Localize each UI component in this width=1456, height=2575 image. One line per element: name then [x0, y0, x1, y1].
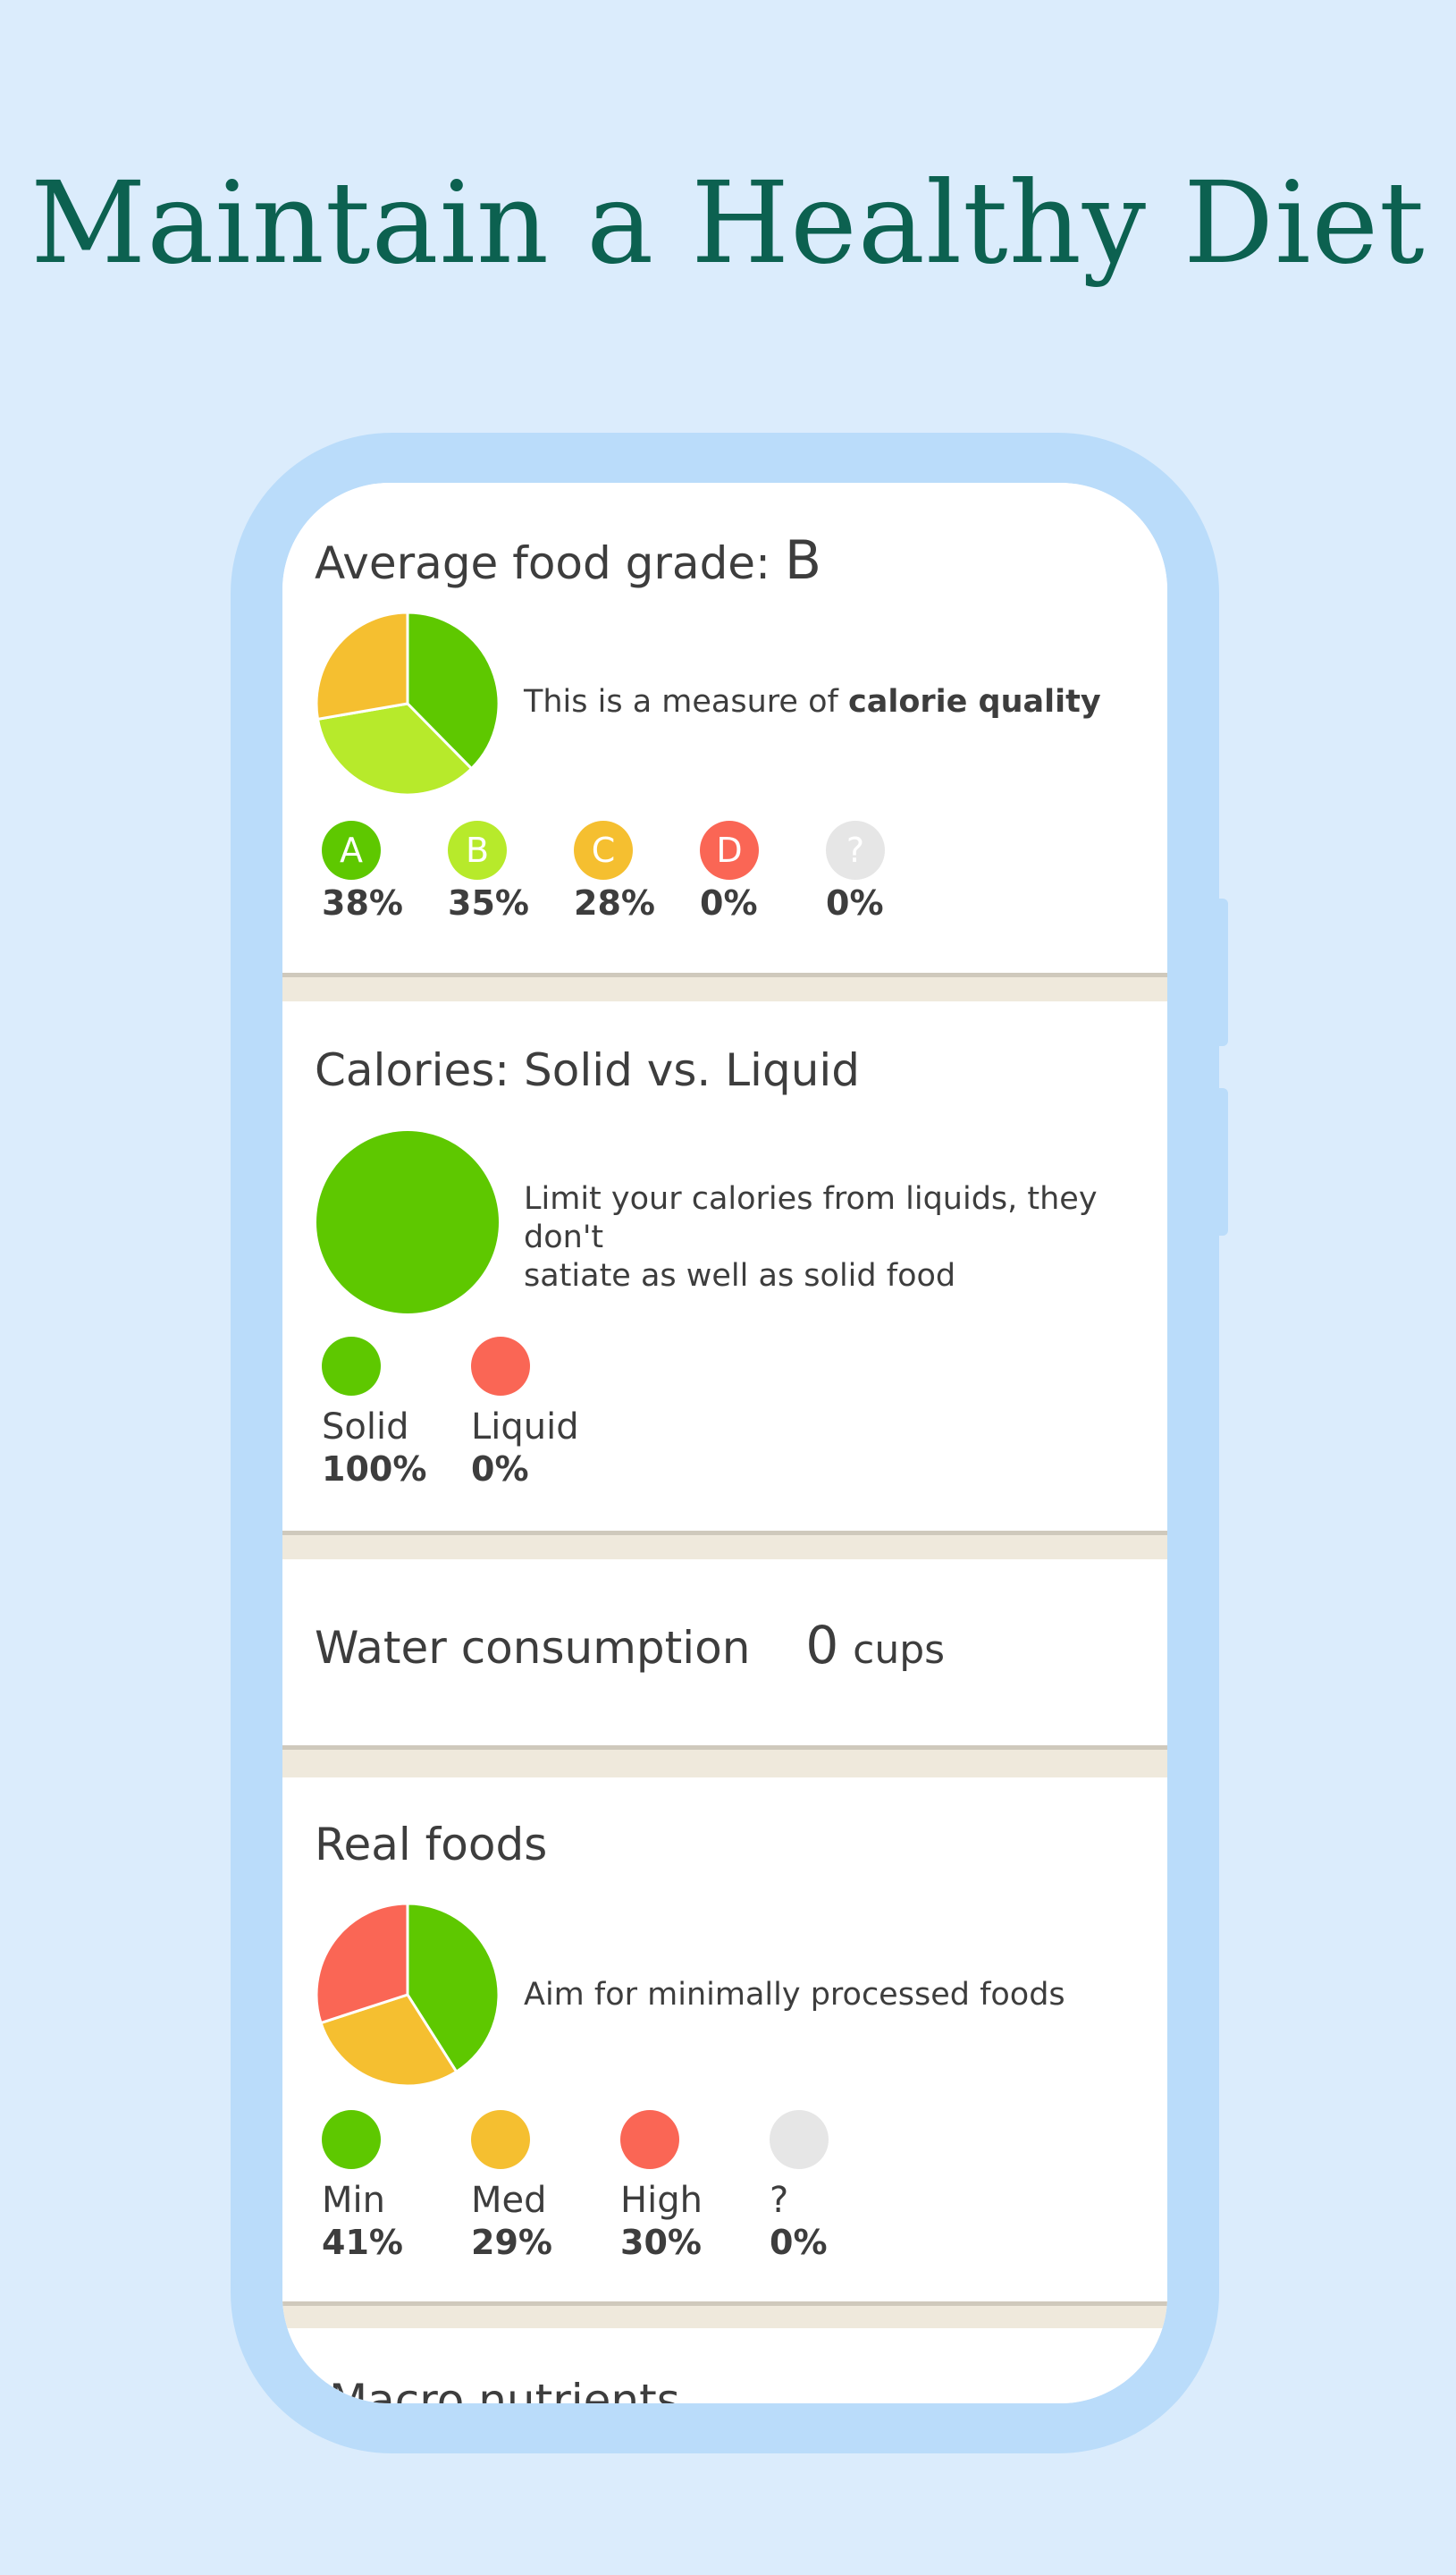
grade-a-percent: 38% — [322, 883, 403, 923]
pie-slice-b — [316, 702, 474, 797]
phone-side-button-top — [1208, 899, 1228, 1046]
grade-c-dot: C — [574, 821, 633, 880]
liquid-percent: 0% — [471, 1449, 529, 1489]
food-grade-title: Average food grade: B — [315, 529, 821, 592]
solid-dot — [322, 1337, 381, 1396]
grade-legend-a: A 38% — [315, 821, 440, 923]
macro-title: Macro nutrients — [329, 2375, 680, 2403]
solid-liquid-card[interactable]: Calories: Solid vs. Liquid Limit your ca… — [282, 1001, 1167, 1531]
card-separator — [282, 1745, 1167, 1777]
min-processed-legend: Min 41% — [315, 2110, 440, 2262]
water-card[interactable]: Water consumption 0 cups — [282, 1559, 1167, 1745]
grade-legend-c: C 28% — [567, 821, 692, 923]
min-processed-label: Min — [322, 2180, 385, 2221]
grade-d-percent: 0% — [700, 883, 758, 923]
grade-c-percent: 28% — [574, 883, 655, 923]
solid-liquid-pie-chart — [316, 1131, 499, 1313]
phone-screen[interactable]: Average food grade: B This is a measure … — [282, 483, 1167, 2403]
real-foods-description: Aim for minimally processed foods — [524, 1977, 1065, 2013]
grade-legend-unknown: ? 0% — [819, 821, 944, 923]
real-foods-card[interactable]: Real foods Aim for minimally processed f… — [282, 1777, 1167, 2301]
liquid-label: Liquid — [471, 1406, 579, 1448]
real-foods-pie-chart — [315, 1902, 501, 2088]
pie-slice-med — [319, 1993, 459, 2088]
solid-liquid-description-line2: satiate as well as solid food — [524, 1258, 956, 1294]
pie-slice-a — [406, 611, 501, 771]
water-value: 0 — [805, 1615, 839, 1676]
headline: Maintain a Healthy Diet — [30, 157, 1426, 289]
high-processed-percent: 30% — [620, 2223, 702, 2262]
food-grade-card[interactable]: Average food grade: B This is a measure … — [282, 483, 1167, 973]
liquid-dot — [471, 1337, 530, 1396]
water-label: Water consumption — [315, 1622, 751, 1674]
card-separator — [282, 973, 1167, 1001]
food-grade-pie-chart — [315, 611, 501, 797]
solid-liquid-description: Limit your calories from liquids, they d… — [524, 1180, 1140, 1296]
grade-unknown-percent: 0% — [826, 883, 884, 923]
water-title: Water consumption 0 cups — [315, 1615, 945, 1676]
food-grade-description-bold: calorie quality — [847, 684, 1101, 720]
high-processed-legend: High 30% — [613, 2110, 738, 2262]
med-processed-label: Med — [471, 2180, 547, 2221]
unknown-processed-legend: ? 0% — [762, 2110, 888, 2262]
min-processed-dot — [322, 2110, 381, 2169]
unknown-processed-dot — [770, 2110, 829, 2169]
grade-d-dot: D — [700, 821, 759, 880]
macro-card[interactable]: Macro nutrients — [282, 2328, 1167, 2403]
liquid-legend: Liquid 0% — [464, 1337, 589, 1489]
food-grade-description-prefix: This is a measure of — [524, 684, 838, 720]
food-grade-value: B — [784, 529, 821, 592]
grade-b-dot: B — [448, 821, 507, 880]
pie-slice-c — [315, 611, 409, 721]
med-processed-percent: 29% — [471, 2223, 552, 2262]
card-separator — [282, 2301, 1167, 2328]
med-processed-dot — [471, 2110, 530, 2169]
high-processed-dot — [620, 2110, 679, 2169]
pie-slice-solid — [316, 1131, 499, 1313]
unknown-processed-percent: 0% — [770, 2223, 828, 2262]
grade-legend-d: D 0% — [693, 821, 818, 923]
high-processed-label: High — [620, 2180, 703, 2221]
food-grade-title-prefix: Average food grade: — [315, 537, 770, 589]
med-processed-legend: Med 29% — [464, 2110, 589, 2262]
solid-liquid-title: Calories: Solid vs. Liquid — [315, 1044, 861, 1096]
phone-side-button-bottom — [1208, 1088, 1228, 1236]
min-processed-percent: 41% — [322, 2223, 403, 2262]
food-grade-description: This is a measure of calorie quality — [524, 683, 1140, 722]
solid-legend: Solid 100% — [315, 1337, 440, 1489]
pie-slice-high — [315, 1902, 409, 2025]
grade-b-percent: 35% — [448, 883, 529, 923]
real-foods-title: Real foods — [315, 1819, 548, 1870]
water-unit: cups — [853, 1627, 946, 1673]
solid-percent: 100% — [322, 1449, 427, 1489]
unknown-processed-label: ? — [770, 2180, 789, 2221]
grade-legend-b: B 35% — [441, 821, 566, 923]
solid-liquid-description-line1: Limit your calories from liquids, they d… — [524, 1181, 1098, 1255]
grade-a-dot: A — [322, 821, 381, 880]
card-separator — [282, 1531, 1167, 1559]
solid-label: Solid — [322, 1406, 409, 1448]
grade-unknown-dot: ? — [826, 821, 885, 880]
